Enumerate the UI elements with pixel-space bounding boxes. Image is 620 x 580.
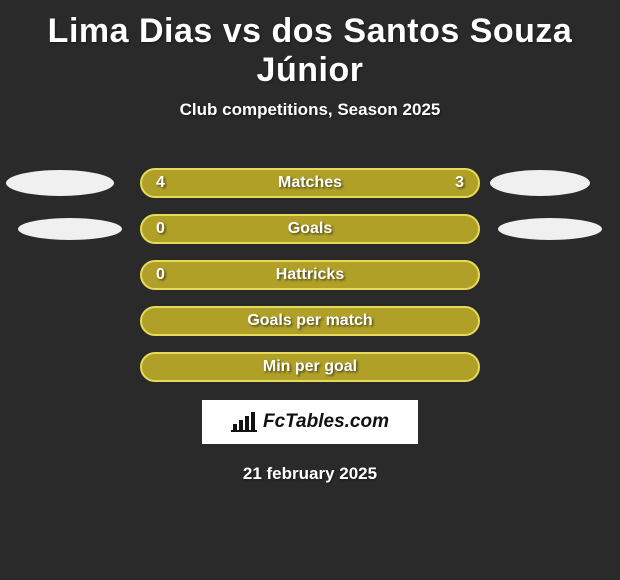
stat-bar: Goals per match [140, 306, 480, 336]
stat-row-hattricks: 0 Hattricks [0, 260, 620, 290]
stat-label: Goals [288, 220, 332, 238]
page-title: Lima Dias vs dos Santos Souza Júnior [0, 8, 620, 100]
stat-label: Min per goal [263, 358, 357, 376]
decorative-ellipse [6, 170, 114, 196]
stat-rows: 4 Matches 3 0 Goals 0 Hattricks [0, 168, 620, 382]
stat-value-right: 3 [455, 174, 464, 192]
stat-label: Goals per match [247, 312, 372, 330]
stat-label: Matches [278, 174, 342, 192]
stat-value-left: 4 [156, 174, 165, 192]
stat-row-goals-per-match: Goals per match [0, 306, 620, 336]
stat-value-left: 0 [156, 266, 165, 284]
stat-bar: 0 Hattricks [140, 260, 480, 290]
decorative-ellipse [498, 218, 602, 240]
bar-chart-icon [231, 412, 257, 432]
subtitle: Club competitions, Season 2025 [0, 100, 620, 120]
logo-text: FcTables.com [263, 411, 389, 433]
stat-value-left: 0 [156, 220, 165, 238]
stat-label: Hattricks [276, 266, 344, 284]
stat-row-min-per-goal: Min per goal [0, 352, 620, 382]
stat-bar: Min per goal [140, 352, 480, 382]
stat-bar: 0 Goals [140, 214, 480, 244]
decorative-ellipse [490, 170, 590, 196]
infographic-container: Lima Dias vs dos Santos Souza Júnior Clu… [0, 0, 620, 484]
logo: FcTables.com [231, 411, 389, 433]
date-label: 21 february 2025 [0, 464, 620, 484]
stat-bar: 4 Matches 3 [140, 168, 480, 198]
logo-box: FcTables.com [202, 400, 418, 444]
decorative-ellipse [18, 218, 122, 240]
